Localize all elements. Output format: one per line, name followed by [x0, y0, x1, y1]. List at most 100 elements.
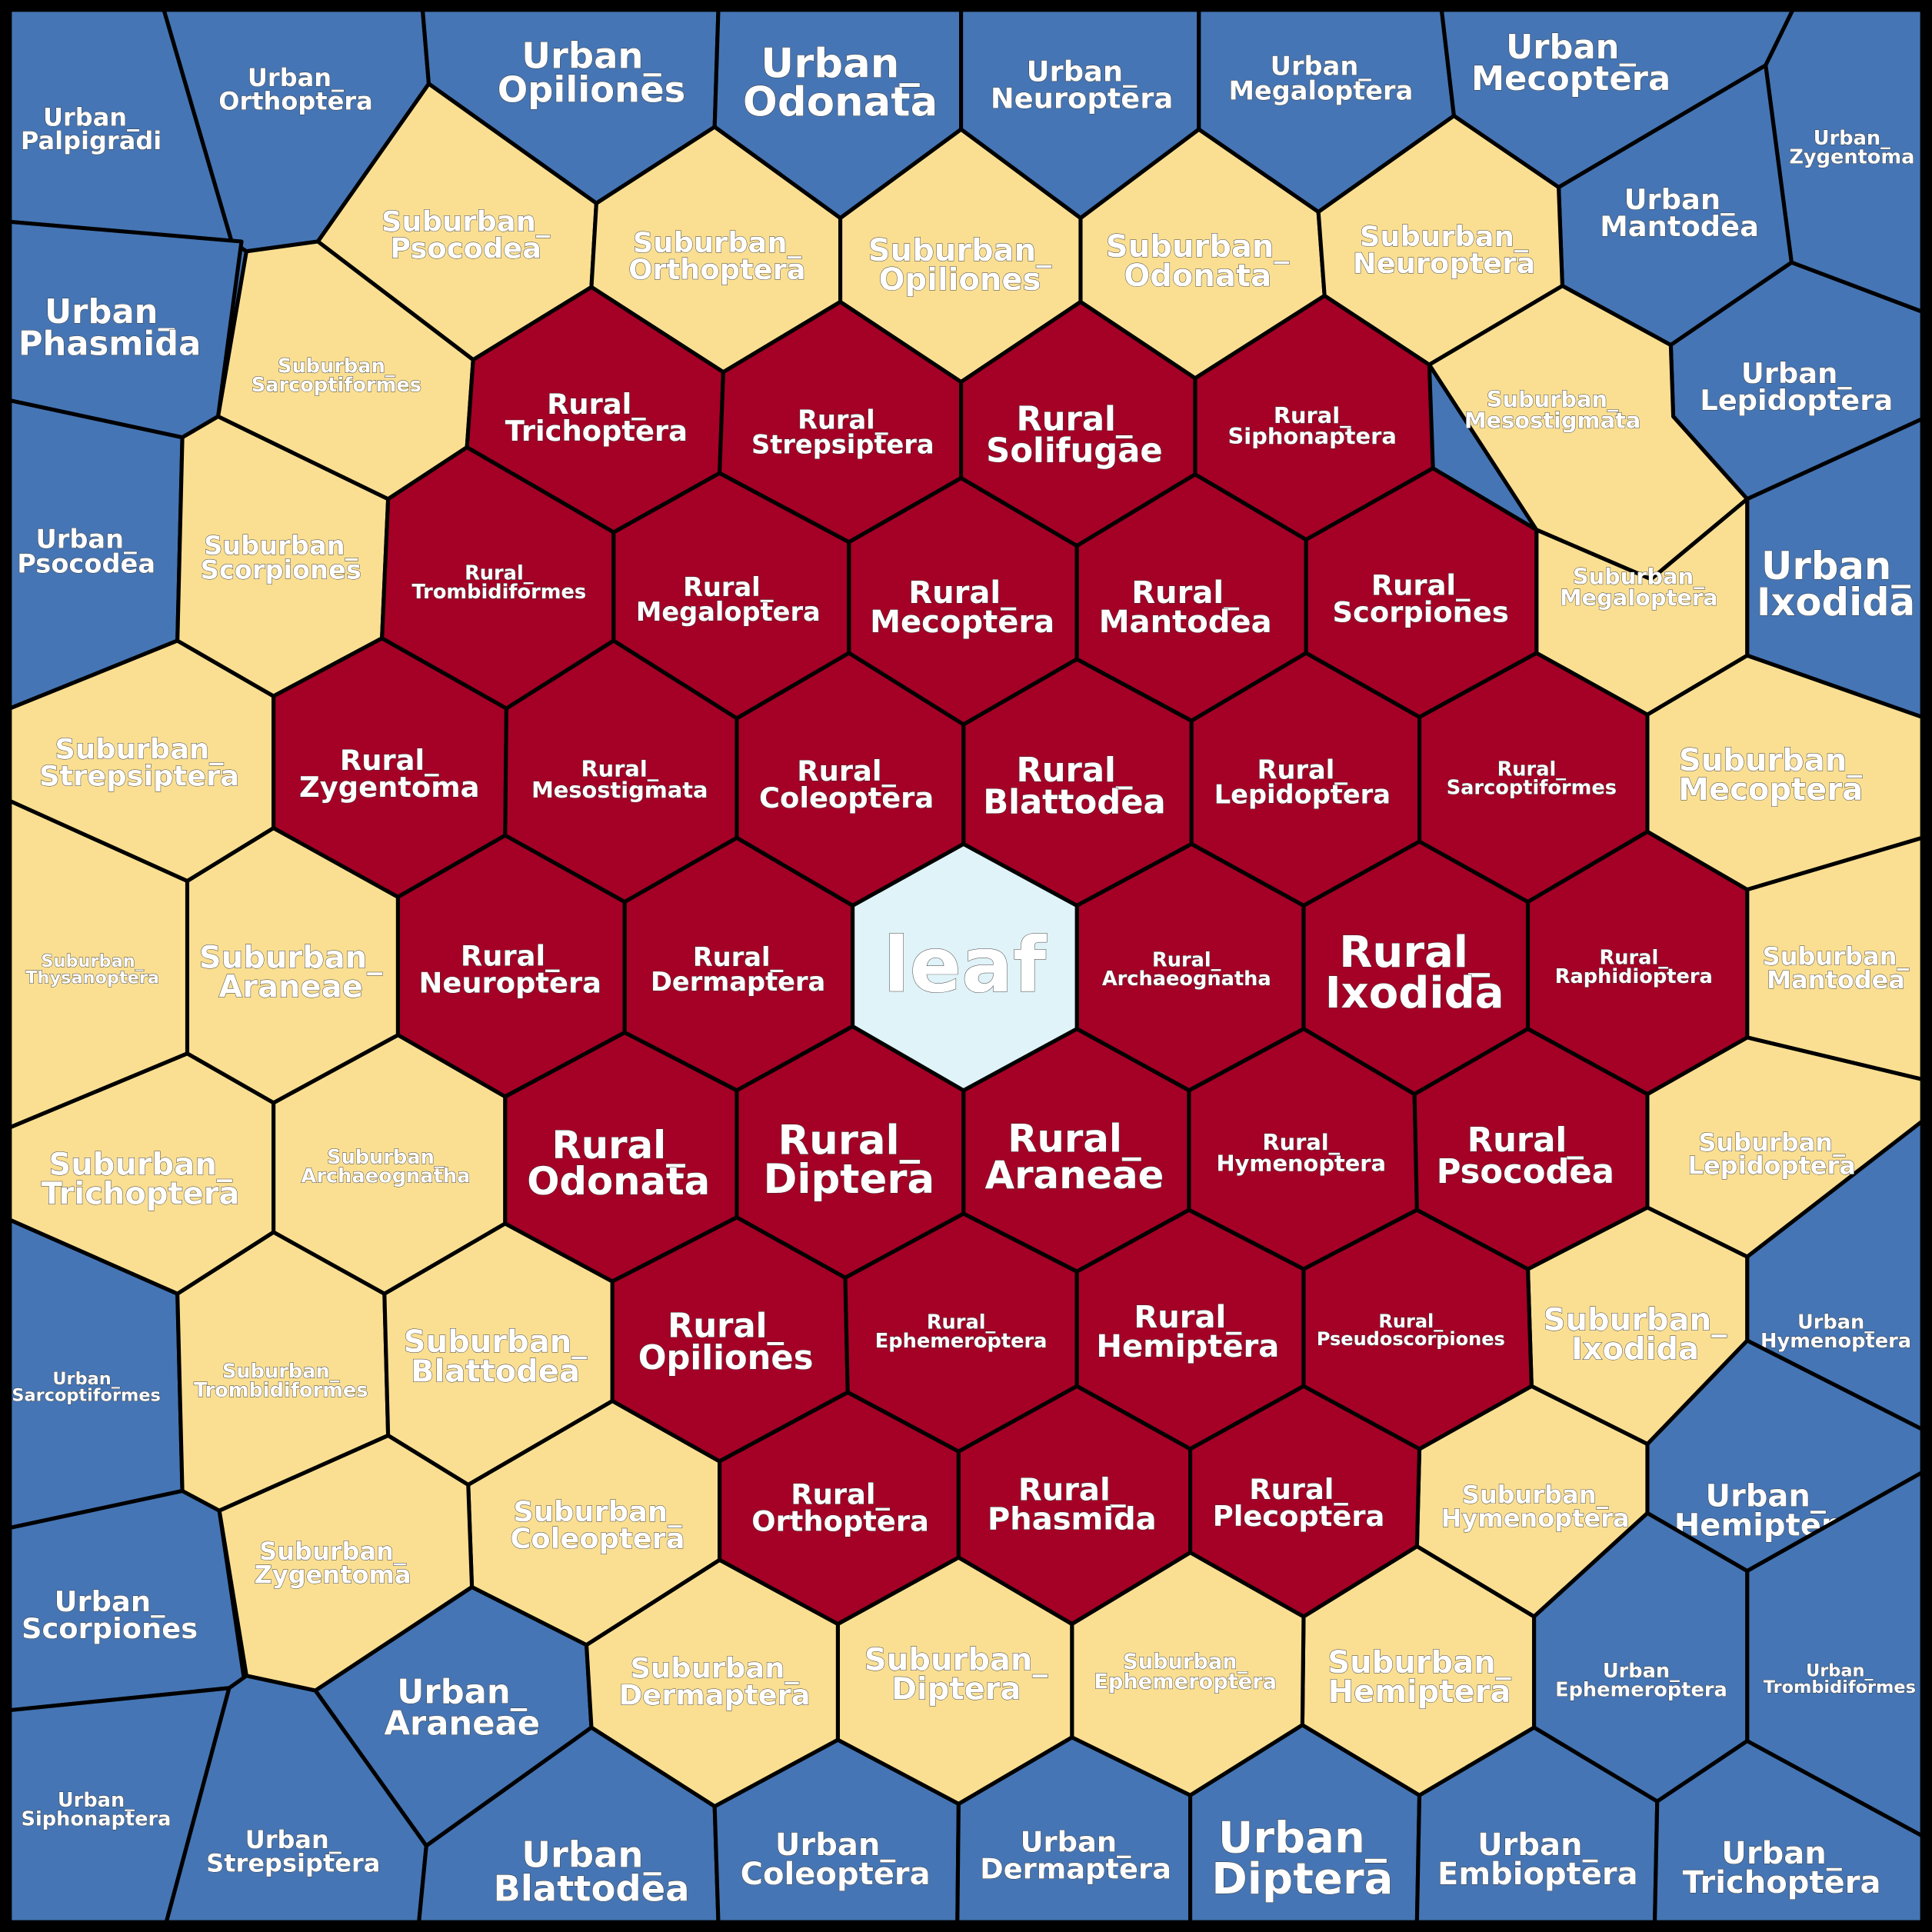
- cell-label: Rural_ Phasmida: [988, 1472, 1157, 1537]
- cell-neuroptera-urban[interactable]: Urban_ Neuroptera: [959, 8, 1201, 221]
- cell-label: Urban_ Zygentoma: [1789, 127, 1914, 168]
- cell-ephemeroptera-rural[interactable]: Rural_ Ephemeroptera: [843, 1211, 1079, 1454]
- cell-dermaptera-suburban[interactable]: Suburban_ Dermaptera: [585, 1557, 840, 1809]
- cell-hymenoptera-rural[interactable]: Rural_ Hymenoptera: [1187, 1027, 1419, 1271]
- cell-raphidioptera-rural[interactable]: Rural_ Raphidioptera: [1525, 829, 1750, 1097]
- cell-trombidiformes-rural[interactable]: Rural_ Trombidiformes: [380, 445, 616, 711]
- cell-label: Urban_ Araneae: [384, 1674, 540, 1744]
- center-cell[interactable]: leaf: [851, 841, 1079, 1093]
- cell-label: Suburban_ Strepsiptera: [39, 732, 239, 792]
- cell-mesostigmata-rural[interactable]: Rural_ Mesostigmata: [503, 638, 739, 904]
- cell-strepsiptera-rural[interactable]: Rural_ Strepsiptera: [718, 299, 964, 545]
- cell-neuroptera-rural[interactable]: Rural_ Neuroptera: [395, 833, 627, 1099]
- cell-ixodida-urban[interactable]: Urban_ Ixodida: [1745, 417, 1924, 719]
- cell-label: Suburban_ Sarcoptiformes: [251, 355, 421, 396]
- cell-hemiptera-suburban[interactable]: Suburban_ Hemiptera: [1300, 1544, 1537, 1797]
- cell-opiliones-urban[interactable]: Urban_ Opiliones: [420, 8, 721, 205]
- cell-diptera-urban[interactable]: Urban_ Diptera: [1188, 1723, 1422, 1924]
- cell-trichoptera-urban[interactable]: Urban_ Trichoptera: [1652, 1739, 1924, 1924]
- cell-lepidoptera-rural[interactable]: Rural_ Lepidoptera: [1189, 651, 1422, 908]
- cell-label: Rural_ Dermaptera: [651, 942, 825, 997]
- cell-scorpiones-suburban[interactable]: Suburban_ Scorpiones: [175, 414, 391, 698]
- cell-label: Urban_ Neuroptera: [991, 55, 1173, 115]
- cell-label: Rural_ Megaloptera: [636, 572, 821, 627]
- cell-label: Rural_ Pseudoscorpiones: [1317, 1311, 1505, 1350]
- cell-blattodea-rural[interactable]: Rural_ Blattodea: [961, 657, 1194, 908]
- cell-coleoptera-urban[interactable]: Urban_ Coleoptera: [712, 1737, 961, 1924]
- cell-ixodida-rural[interactable]: Rural_ Ixodida: [1301, 839, 1531, 1097]
- cell-orthoptera-rural[interactable]: Rural_ Orthoptera: [718, 1390, 961, 1627]
- cell-psocodea-suburban[interactable]: Suburban_ Psocodea: [315, 82, 598, 362]
- cell-odonata-suburban[interactable]: Suburban_ Odonata: [1078, 127, 1327, 381]
- cell-sarcoptiformes-rural[interactable]: Rural_ Sarcoptiformes: [1417, 651, 1650, 904]
- cell-label: Suburban_ Megaloptera: [1560, 564, 1718, 611]
- cell-blattodea-suburban[interactable]: Suburban_ Blattodea: [382, 1221, 615, 1487]
- cell-mantodea-urban[interactable]: Urban_ Mantodea: [1557, 63, 1794, 348]
- cell-label: Suburban_ Zygentoma: [255, 1537, 411, 1589]
- cell-palpigradi-urban[interactable]: Urban_ Palpigradi: [8, 8, 234, 244]
- cell-araneae-suburban[interactable]: Suburban_ Araneae: [185, 826, 401, 1105]
- cell-coleoptera-rural[interactable]: Rural_ Coleoptera: [734, 651, 966, 908]
- cell-polygon[interactable]: [1652, 1739, 1924, 1924]
- cell-label: Urban_ Sarcoptiformes: [12, 1369, 160, 1405]
- cell-label: Urban_ Siphonaptera: [22, 1789, 172, 1830]
- cell-label: Rural_ Mecoptera: [870, 575, 1054, 640]
- cell-blattodea-urban[interactable]: Urban_ Blattodea: [417, 1725, 721, 1924]
- cell-label: Urban_ Odonata: [743, 40, 938, 125]
- cell-zygentoma-rural[interactable]: Rural_ Zygentoma: [271, 636, 509, 899]
- cell-group: Urban_ Palpigradi Urban_ Orthoptera Urban_ Op…: [8, 8, 1924, 1924]
- cell-psocodea-urban[interactable]: Urban_ Psocodea: [8, 398, 185, 711]
- cell-label: Rural_ Ephemeroptera: [875, 1311, 1048, 1353]
- cell-scorpiones-rural[interactable]: Rural_ Scorpiones: [1304, 466, 1539, 719]
- cell-trombidiformes-suburban[interactable]: Suburban_ Trombidiformes: [175, 1230, 391, 1513]
- cell-label: Urban_ Megaloptera: [1228, 52, 1413, 106]
- cell-zygentoma-suburban[interactable]: Suburban_ Zygentoma: [217, 1433, 475, 1693]
- cell-label: Urban_ Mecoptera: [1471, 28, 1671, 98]
- center-cell-polygon[interactable]: [851, 841, 1079, 1093]
- cell-label: Rural_ Siphonaptera: [1228, 402, 1397, 449]
- cell-label: Suburban_ Mecoptera: [1678, 743, 1863, 808]
- cell-megaloptera-suburban[interactable]: Suburban_ Megaloptera: [1534, 497, 1750, 717]
- cell-label: Rural_ Plecoptera: [1213, 1473, 1385, 1533]
- cell-megaloptera-urban[interactable]: Urban_ Megaloptera: [1197, 8, 1456, 215]
- cell-megaloptera-rural[interactable]: Rural_ Megaloptera: [611, 471, 851, 721]
- cell-mecoptera-rural[interactable]: Rural_ Mecoptera: [847, 476, 1079, 727]
- center-cell-label: leaf: [884, 921, 1048, 1010]
- cell-label: Suburban_ Opiliones: [868, 233, 1052, 298]
- cell-sarcoptiformes-urban[interactable]: Urban_ Sarcoptiformes: [8, 1217, 185, 1531]
- cell-label: Rural_ Odonata: [527, 1123, 710, 1204]
- cell-odonata-urban[interactable]: Urban_ Odonata: [712, 8, 964, 221]
- cell-mecoptera-suburban[interactable]: Suburban_ Mecoptera: [1645, 653, 1924, 892]
- cell-label: Urban_ Diptera: [1211, 1814, 1393, 1904]
- cell-psocodea-rural[interactable]: Rural_ Psocodea: [1412, 1027, 1650, 1271]
- cell-label: Urban_ Trichoptera: [1683, 1836, 1881, 1900]
- cell-diptera-suburban[interactable]: Suburban_ Diptera: [835, 1555, 1074, 1806]
- cell-label: Rural_ Diptera: [763, 1118, 934, 1203]
- cell-dermaptera-rural[interactable]: Rural_ Dermaptera: [622, 835, 855, 1093]
- cell-odonata-rural[interactable]: Rural_ Odonata: [503, 1030, 739, 1284]
- cell-label: Rural_ Trombidiformes: [412, 562, 587, 604]
- cell-mesostigmata-suburban[interactable]: Suburban_ Mesostigmata: [1427, 284, 1750, 581]
- cell-opiliones-rural[interactable]: Rural_ Opiliones: [610, 1215, 850, 1464]
- cell-embioptera-urban[interactable]: Urban_ Embioptera: [1414, 1725, 1660, 1924]
- cell-strepsiptera-suburban[interactable]: Suburban_ Strepsiptera: [8, 638, 276, 884]
- cell-siphonaptera-urban[interactable]: Urban_ Siphonaptera: [8, 1686, 232, 1924]
- cell-dermaptera-urban[interactable]: Urban_ Dermaptera: [955, 1735, 1193, 1924]
- cell-label: Rural_ Opiliones: [638, 1307, 814, 1377]
- cell-polygon[interactable]: [1188, 1384, 1422, 1619]
- cell-sarcoptiformes-suburban[interactable]: Suburban_ Sarcoptiformes: [215, 239, 475, 501]
- cell-trichoptera-rural[interactable]: Rural_ Trichoptera: [465, 285, 725, 535]
- cell-label: Suburban_ Blattodea: [404, 1324, 588, 1389]
- cell-plecoptera-rural[interactable]: Rural_ Plecoptera: [1188, 1384, 1422, 1619]
- cell-coleoptera-suburban[interactable]: Suburban_ Coleoptera: [466, 1398, 722, 1647]
- cell-strepsiptera-urban[interactable]: Urban_ Strepsiptera: [164, 1674, 428, 1924]
- cell-scorpiones-urban[interactable]: Urban_ Scorpiones: [8, 1488, 246, 1713]
- cell-archaeognatha-rural[interactable]: Rural_ Archaeognatha: [1074, 841, 1306, 1093]
- cell-solifugae-rural[interactable]: Rural_ Solifugae: [959, 299, 1198, 548]
- cell-label: Urban_ Opiliones: [498, 35, 686, 110]
- cell-phasmida-urban[interactable]: Urban_ Phasmida: [8, 219, 244, 440]
- cell-orthoptera-suburban[interactable]: Suburban_ Orthoptera: [589, 125, 843, 375]
- cell-phasmida-rural[interactable]: Rural_ Phasmida: [956, 1384, 1193, 1627]
- cell-label: Suburban_ Psocodea: [381, 205, 551, 265]
